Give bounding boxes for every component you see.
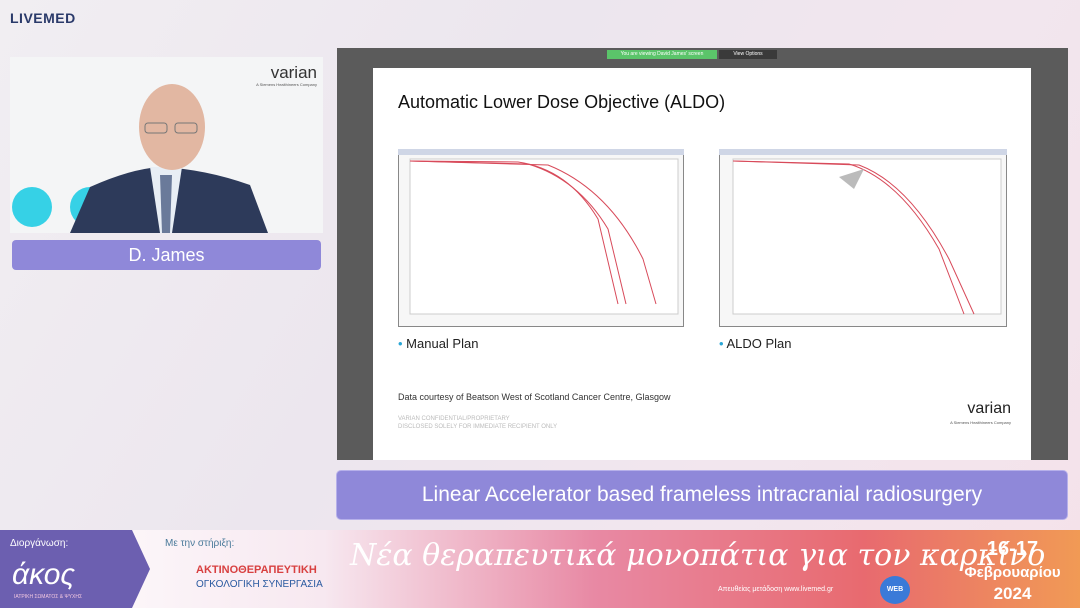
bullet: • ALDO Plan <box>719 336 792 351</box>
organizer-panel <box>0 530 150 608</box>
bullet-text: Manual Plan <box>406 336 479 351</box>
aldo-dvh <box>719 149 1007 327</box>
slide: Automatic Lower Dose Objective (ALDO) • … <box>373 68 1031 460</box>
livemed-logo: LIVEMED <box>10 10 76 26</box>
company-logo: varian <box>270 63 317 82</box>
caption: Linear Accelerator based frameless intra… <box>336 470 1068 520</box>
support-sub: ΟΓΚΟΛΟΓΙΚΗ ΣΥΝΕΡΓΑΣΙΑ <box>196 579 323 590</box>
bullet-text: ALDO Plan <box>726 336 792 351</box>
webcam-image <box>12 84 268 233</box>
manual-dvh <box>398 149 684 327</box>
shared-screen: You are viewing David James' screen View… <box>337 48 1068 460</box>
tagline: Νέα θεραπευτικά μονοπάτια για τον καρκίν… <box>350 538 1046 573</box>
year: 2024 <box>993 584 1032 603</box>
share-notice: You are viewing David James' screen <box>607 50 717 59</box>
web-only: WEB ONLY <box>880 576 910 604</box>
webcam: varian A Siemens Healthineers Company <box>10 57 323 233</box>
support-label: Με την στήριξη: <box>165 538 235 549</box>
view-options[interactable]: View Options <box>719 50 777 59</box>
speaker-name: D. James <box>12 240 321 270</box>
stream-info: Απευθείας μετάδοση www.livemed.gr <box>718 586 834 593</box>
dates: 16-17 <box>986 538 1039 560</box>
organizer: άκος <box>12 558 76 591</box>
slide-title: Automatic Lower Dose Objective (ALDO) <box>398 92 726 112</box>
slide-note: Data courtesy of Beatson West of Scotlan… <box>398 392 671 402</box>
organizer-label: Διοργάνωση: <box>10 538 69 549</box>
slide-logo: varian <box>967 400 1011 417</box>
support-name: ΑΚΤΙΝΟΘΕΡΑΠΕΥΤΙΚΗ <box>196 564 317 576</box>
organizer-sub: ΙΑΤΡΙΚΗ ΣΩΜΑΤΟΣ & ΨΥΧΗΣ <box>14 594 83 600</box>
footer: Διοργάνωση: άκος ΙΑΤΡΙΚΗ ΣΩΜΑΤΟΣ & ΨΥΧΗΣ… <box>0 530 1080 608</box>
confidential: VARIAN CONFIDENTIAL/PROPRIETARY <box>398 416 510 422</box>
bullet: • Manual Plan <box>398 336 479 351</box>
company-sub: A Siemens Healthineers Company <box>256 82 317 87</box>
confidential: DISCLOSED SOLELY FOR IMMEDIATE RECIPIENT… <box>398 424 558 430</box>
month: Φεβρουαρίου <box>964 564 1061 581</box>
slide-logo-sub: A Siemens Healthineers Company <box>950 420 1011 425</box>
